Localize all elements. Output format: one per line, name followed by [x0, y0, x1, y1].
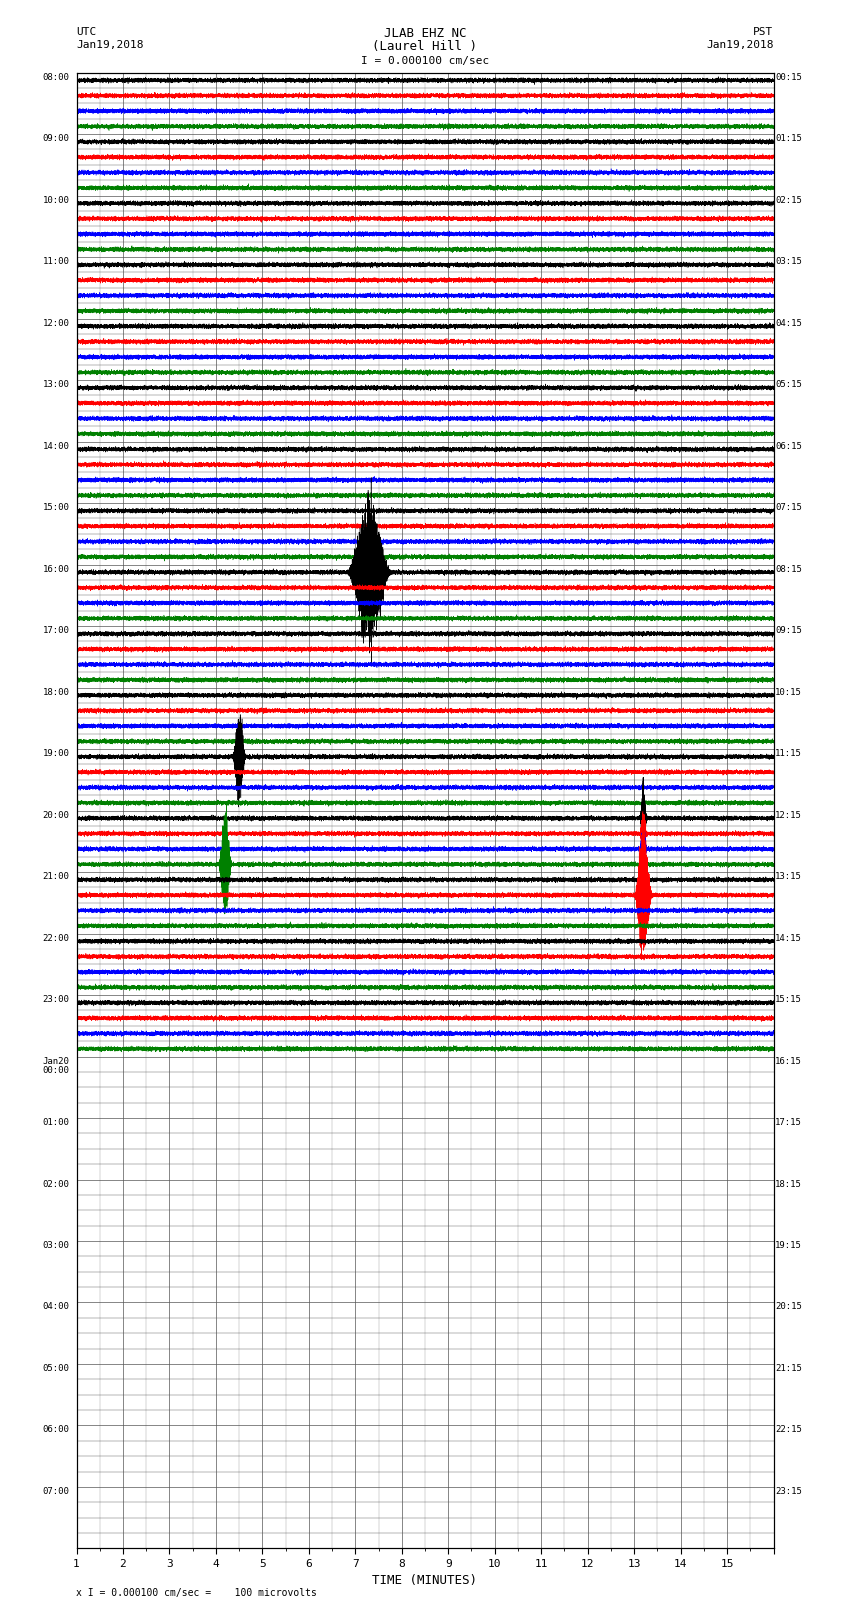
Text: 22:00: 22:00 — [42, 934, 70, 942]
Text: 19:15: 19:15 — [775, 1240, 802, 1250]
Text: 18:00: 18:00 — [42, 687, 70, 697]
Text: 04:00: 04:00 — [42, 1303, 70, 1311]
Text: 14:00: 14:00 — [42, 442, 70, 450]
Text: 22:15: 22:15 — [775, 1426, 802, 1434]
Text: 00:15: 00:15 — [775, 73, 802, 82]
Text: 02:15: 02:15 — [775, 195, 802, 205]
Text: 03:15: 03:15 — [775, 256, 802, 266]
Text: 09:15: 09:15 — [775, 626, 802, 636]
Text: 06:15: 06:15 — [775, 442, 802, 450]
Text: 09:00: 09:00 — [42, 134, 70, 144]
Text: 20:00: 20:00 — [42, 810, 70, 819]
Text: 05:00: 05:00 — [42, 1365, 70, 1373]
Text: 10:15: 10:15 — [775, 687, 802, 697]
Text: 12:15: 12:15 — [775, 810, 802, 819]
Text: 17:15: 17:15 — [775, 1118, 802, 1127]
Text: 04:15: 04:15 — [775, 319, 802, 327]
Text: (Laurel Hill ): (Laurel Hill ) — [372, 40, 478, 53]
Text: 08:15: 08:15 — [775, 565, 802, 574]
Text: 13:15: 13:15 — [775, 873, 802, 881]
Text: 11:15: 11:15 — [775, 748, 802, 758]
Text: 03:00: 03:00 — [42, 1240, 70, 1250]
Text: 15:15: 15:15 — [775, 995, 802, 1003]
Text: Jan19,2018: Jan19,2018 — [76, 40, 144, 50]
Text: 08:00: 08:00 — [42, 73, 70, 82]
Text: UTC: UTC — [76, 27, 97, 37]
Text: 01:00: 01:00 — [42, 1118, 70, 1127]
Text: 14:15: 14:15 — [775, 934, 802, 942]
Text: 11:00: 11:00 — [42, 256, 70, 266]
Text: 20:15: 20:15 — [775, 1303, 802, 1311]
Text: 23:00: 23:00 — [42, 995, 70, 1003]
Text: 01:15: 01:15 — [775, 134, 802, 144]
Text: PST: PST — [753, 27, 774, 37]
Text: 07:15: 07:15 — [775, 503, 802, 511]
Text: JLAB EHZ NC: JLAB EHZ NC — [383, 27, 467, 40]
Text: 02:00: 02:00 — [42, 1179, 70, 1189]
Text: 21:00: 21:00 — [42, 873, 70, 881]
Text: 16:00: 16:00 — [42, 565, 70, 574]
Text: Jan19,2018: Jan19,2018 — [706, 40, 774, 50]
Text: Jan20
00:00: Jan20 00:00 — [42, 1057, 70, 1074]
X-axis label: TIME (MINUTES): TIME (MINUTES) — [372, 1574, 478, 1587]
Text: 13:00: 13:00 — [42, 381, 70, 389]
Text: 17:00: 17:00 — [42, 626, 70, 636]
Text: x I = 0.000100 cm/sec =    100 microvolts: x I = 0.000100 cm/sec = 100 microvolts — [76, 1589, 317, 1598]
Text: 15:00: 15:00 — [42, 503, 70, 511]
Text: 18:15: 18:15 — [775, 1179, 802, 1189]
Text: 19:00: 19:00 — [42, 748, 70, 758]
Text: 06:00: 06:00 — [42, 1426, 70, 1434]
Text: 12:00: 12:00 — [42, 319, 70, 327]
Text: 07:00: 07:00 — [42, 1487, 70, 1495]
Text: I = 0.000100 cm/sec: I = 0.000100 cm/sec — [361, 56, 489, 66]
Text: 16:15: 16:15 — [775, 1057, 802, 1066]
Text: 05:15: 05:15 — [775, 381, 802, 389]
Text: 23:15: 23:15 — [775, 1487, 802, 1495]
Text: 21:15: 21:15 — [775, 1365, 802, 1373]
Text: 10:00: 10:00 — [42, 195, 70, 205]
